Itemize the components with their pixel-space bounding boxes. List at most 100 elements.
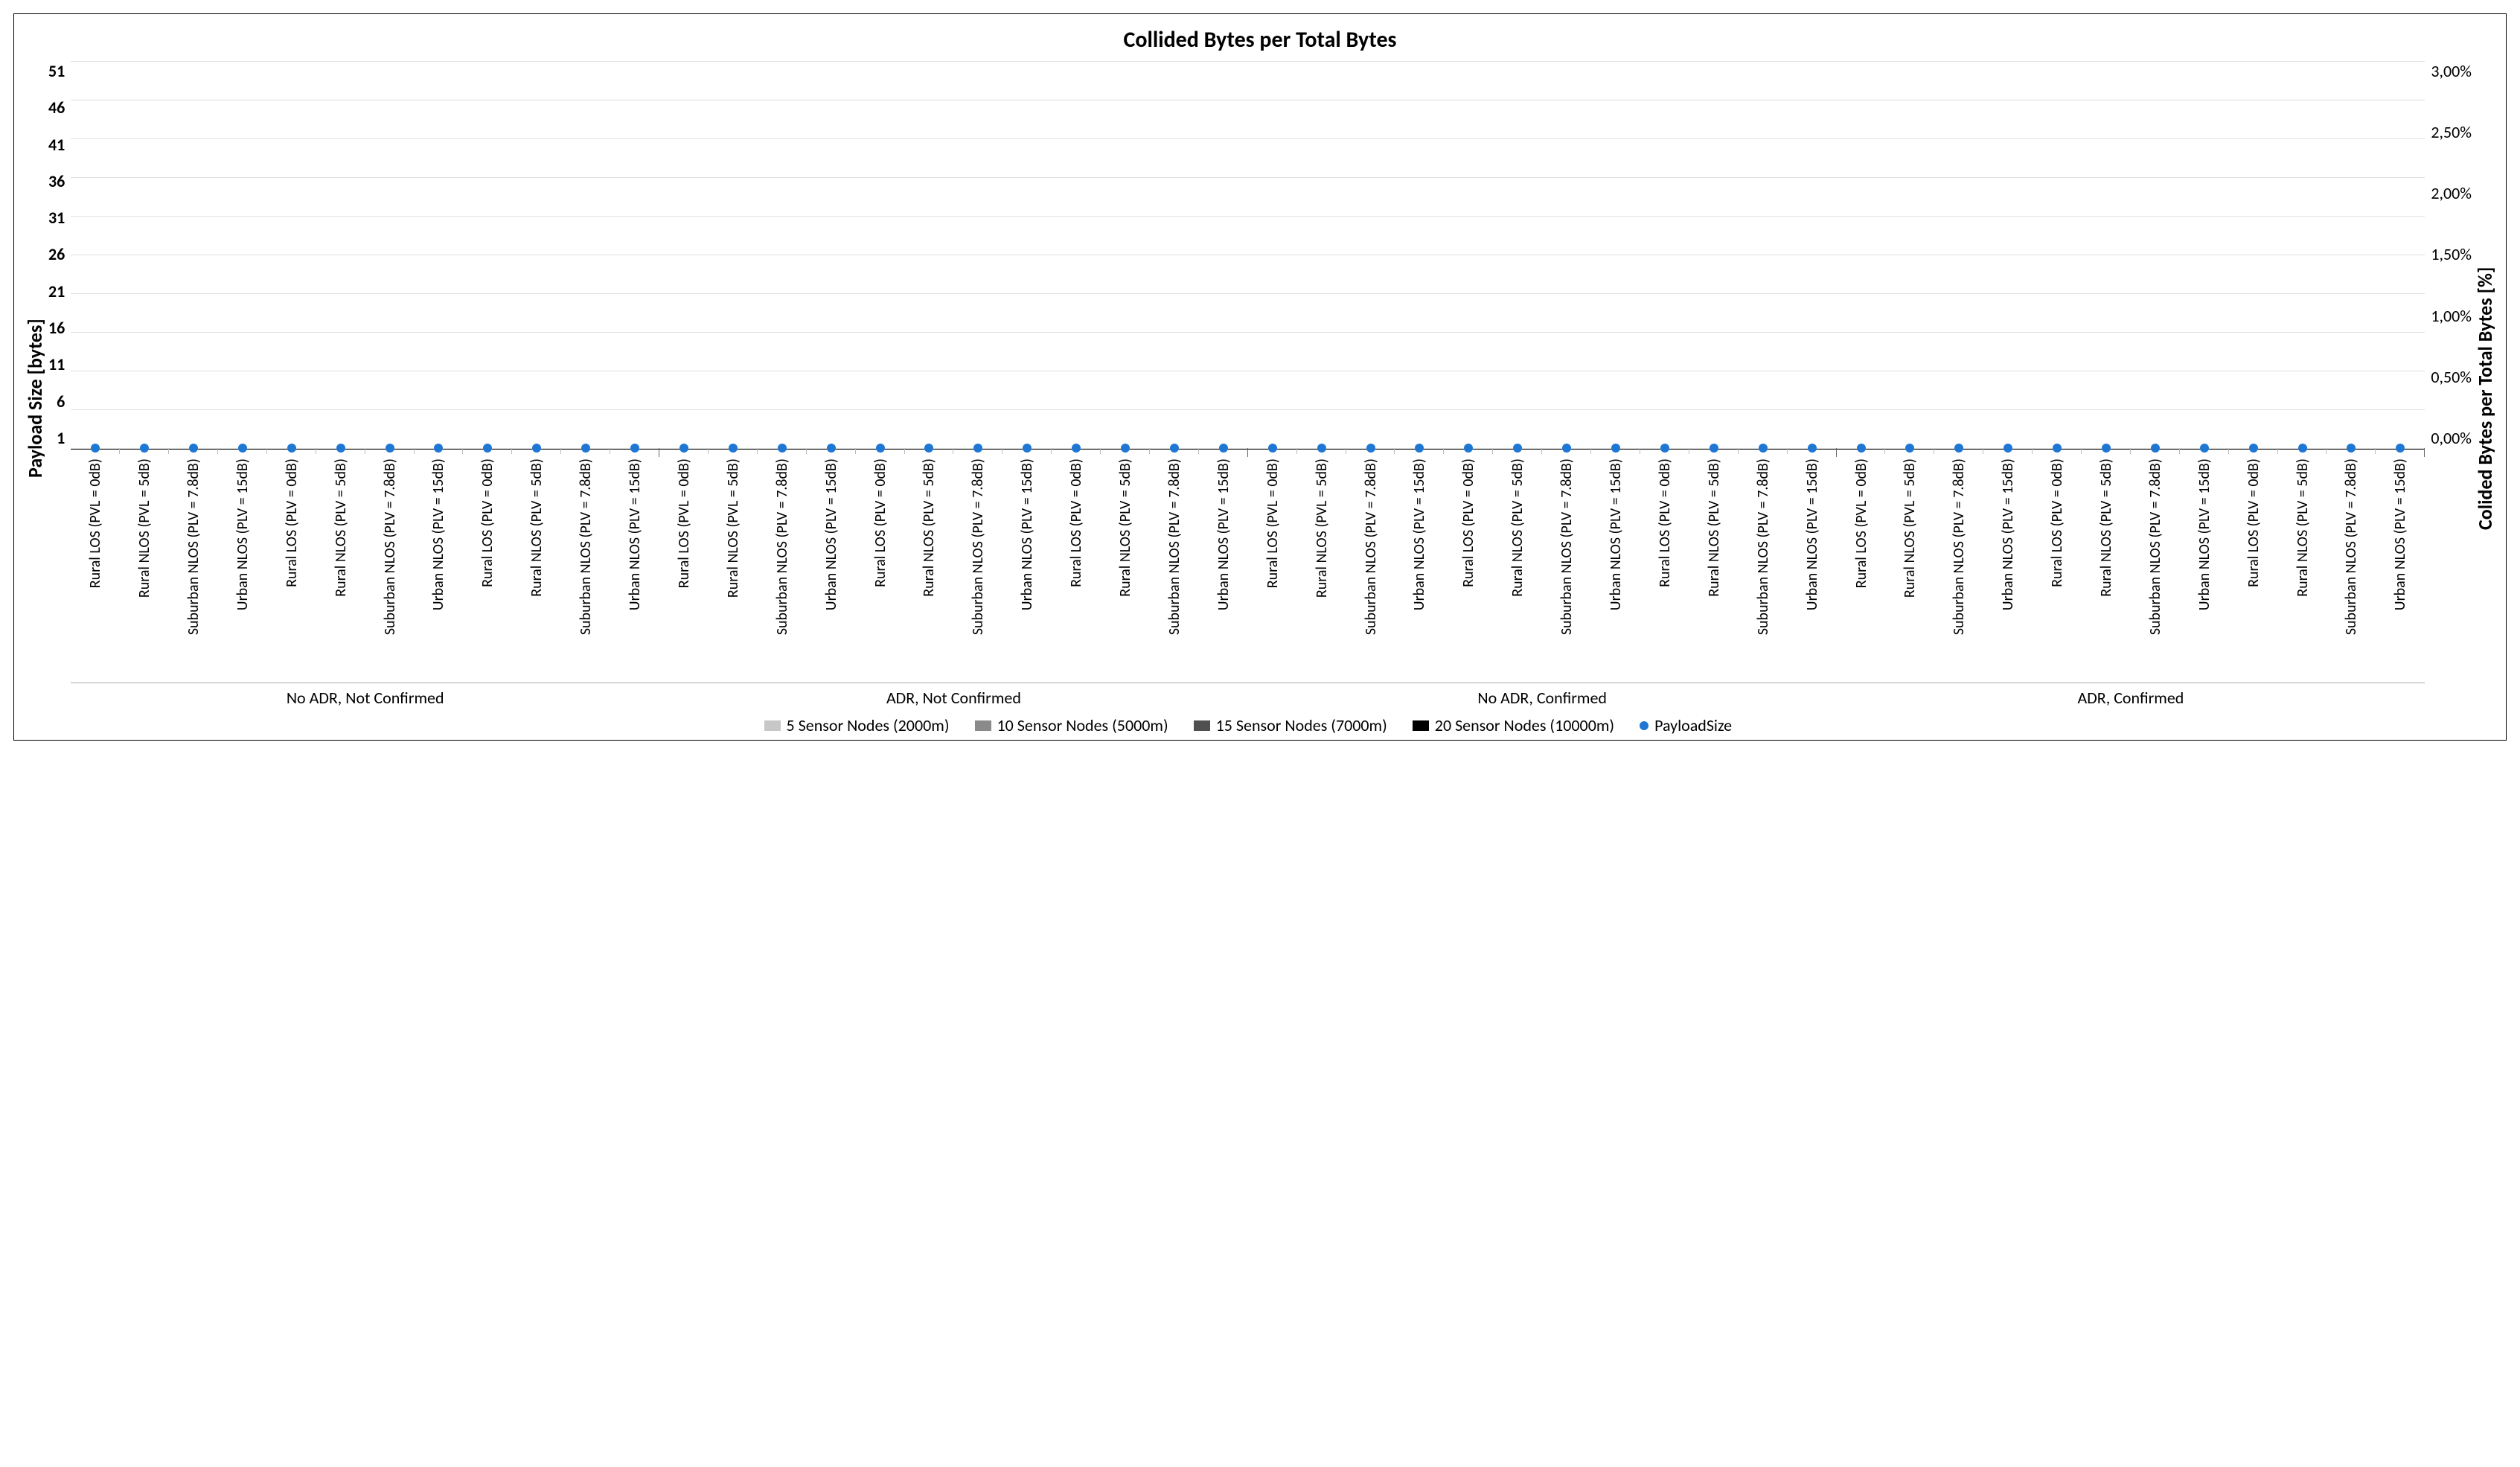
- payload-dot: [386, 444, 394, 453]
- x-category-label: Suburban NLOS (PLV = 7.8dB): [1150, 458, 1199, 678]
- x-category-label: Rural NLOS (PLV = 5dB): [2082, 458, 2131, 678]
- plot-area: [71, 61, 2425, 450]
- x-category-label: Rural NLOS (PLV = 5dB): [1101, 458, 1150, 678]
- legend: 5 Sensor Nodes (2000m) 10 Sensor Nodes (5…: [71, 715, 2425, 735]
- x-group-labels: No ADR, Not ConfirmedADR, Not ConfirmedN…: [71, 683, 2425, 708]
- x-category-label: Rural LOS (PVL = 0dB): [659, 458, 709, 678]
- x-category-label: Urban NLOS (PLV = 15dB): [610, 458, 659, 678]
- x-category-label: Rural NLOS (PLV = 5dB): [512, 458, 561, 678]
- payload-dot: [1808, 444, 1817, 453]
- payload-dot: [778, 444, 787, 453]
- x-category-label: Suburban NLOS (PLV = 7.8dB): [2326, 458, 2376, 678]
- x-category-label: Rural LOS (PVL = 0dB): [1837, 458, 1886, 678]
- x-category-label: Rural NLOS (PVL = 5dB): [120, 458, 169, 678]
- payload-dot: [2396, 444, 2405, 453]
- plot-column: Rural LOS (PVL = 0dB)Rural NLOS (PVL = 5…: [71, 61, 2425, 735]
- payload-dot: [973, 444, 982, 453]
- x-group-label: No ADR, Not Confirmed: [71, 683, 659, 708]
- x-category-label: Rural NLOS (PLV = 5dB): [1689, 458, 1739, 678]
- x-category-label: Suburban NLOS (PLV = 7.8dB): [1739, 458, 1788, 678]
- x-category-label: Urban NLOS (PLV = 15dB): [1788, 458, 1837, 678]
- x-category-label: Suburban NLOS (PLV = 7.8dB): [1346, 458, 1395, 678]
- payload-dot: [1660, 444, 1669, 453]
- y-left-tick: 46: [48, 98, 65, 118]
- payload-dot: [729, 444, 738, 453]
- x-category-group: Rural LOS (PVL = 0dB)Rural NLOS (PVL = 5…: [1837, 458, 2425, 678]
- x-category-label: Rural LOS (PLV = 0dB): [463, 458, 512, 678]
- x-category-label: Suburban NLOS (PLV = 7.8dB): [365, 458, 415, 678]
- legend-label: 10 Sensor Nodes (5000m): [997, 715, 1168, 735]
- x-category-label: Suburban NLOS (PLV = 7.8dB): [953, 458, 1002, 678]
- categories-layer: [71, 61, 2425, 448]
- legend-label: 5 Sensor Nodes (2000m): [787, 715, 950, 735]
- x-category-group: Rural LOS (PVL = 0dB)Rural NLOS (PVL = 5…: [659, 458, 1248, 678]
- x-category-label: Rural NLOS (PLV = 5dB): [905, 458, 954, 678]
- payload-dot: [1023, 444, 1032, 453]
- x-category-label: Rural LOS (PLV = 0dB): [267, 458, 316, 678]
- payload-dot: [2151, 444, 2160, 453]
- y-right-ticks: 3,00%2,50%2,00%1,50%1,00%0,50%0,00%: [2425, 61, 2472, 448]
- legend-item: 10 Sensor Nodes (5000m): [975, 715, 1168, 735]
- payload-dot: [1905, 444, 1914, 453]
- x-category-label: Urban NLOS (PLV = 15dB): [1002, 458, 1052, 678]
- y-left-tick: 41: [48, 135, 65, 155]
- payload-dot: [1759, 444, 1768, 453]
- y-right-tick: 1,00%: [2431, 306, 2472, 326]
- x-category-label: Rural NLOS (PVL = 5dB): [709, 458, 758, 678]
- payload-dot: [1072, 444, 1081, 453]
- payload-dot: [336, 444, 345, 453]
- y-left-ticks: 51464136312621161161: [48, 61, 71, 448]
- payload-dot: [2249, 444, 2258, 453]
- legend-label: PayloadSize: [1654, 715, 1732, 735]
- y-left-title: Payload Size [bytes]: [22, 61, 48, 735]
- payload-dot: [2200, 444, 2209, 453]
- y-right-tick: 1,50%: [2431, 244, 2472, 264]
- legend-dot-icon: [1640, 721, 1648, 730]
- y-left-tick: 1: [57, 428, 65, 448]
- payload-dot: [1415, 444, 1424, 453]
- x-category-group: Rural LOS (PVL = 0dB)Rural NLOS (PVL = 5…: [1248, 458, 1837, 678]
- y-left-tick: 26: [48, 244, 65, 264]
- x-category-label: Rural NLOS (PVL = 5dB): [1297, 458, 1346, 678]
- gridline: [71, 448, 2425, 449]
- x-group-label: ADR, Confirmed: [1837, 683, 2425, 708]
- x-category-label: Urban NLOS (PLV = 15dB): [1395, 458, 1444, 678]
- payload-dot: [876, 444, 885, 453]
- y-left-tick: 36: [48, 171, 65, 191]
- payload-dot: [1170, 444, 1179, 453]
- y-right-tick: 0,50%: [2431, 367, 2472, 387]
- x-category-label: Urban NLOS (PLV = 15dB): [1983, 458, 2033, 678]
- payload-dot: [2003, 444, 2012, 453]
- legend-swatch: [975, 720, 991, 731]
- legend-label: 15 Sensor Nodes (7000m): [1216, 715, 1387, 735]
- x-category-label: Suburban NLOS (PLV = 7.8dB): [1542, 458, 1591, 678]
- y-left-tick: 51: [48, 61, 65, 81]
- legend-swatch: [1194, 720, 1210, 731]
- payload-dot: [1710, 444, 1718, 453]
- payload-dot: [287, 444, 296, 453]
- chart-container: Collided Bytes per Total Bytes Payload S…: [13, 13, 2507, 741]
- payload-dot: [1611, 444, 1620, 453]
- chart-frame: Payload Size [bytes] 5146413631262116116…: [22, 61, 2498, 735]
- x-category-label: Urban NLOS (PLV = 15dB): [218, 458, 267, 678]
- x-category-label: Urban NLOS (PLV = 15dB): [2376, 458, 2425, 678]
- payload-dot: [581, 444, 590, 453]
- x-category-label: Rural LOS (PLV = 0dB): [1052, 458, 1101, 678]
- x-category-label: Urban NLOS (PLV = 15dB): [415, 458, 464, 678]
- x-category-label: Rural LOS (PVL = 0dB): [1248, 458, 1297, 678]
- x-category-label: Urban NLOS (PLV = 15dB): [1199, 458, 1248, 678]
- y-right-tick: 2,00%: [2431, 183, 2472, 203]
- payload-dot: [140, 444, 149, 453]
- payload-dot: [91, 444, 100, 453]
- y-right-tick: 0,00%: [2431, 428, 2472, 448]
- payload-dot: [1513, 444, 1522, 453]
- x-category-label: Rural LOS (PLV = 0dB): [1444, 458, 1493, 678]
- legend-item: 15 Sensor Nodes (7000m): [1194, 715, 1387, 735]
- payload-dot: [1121, 444, 1130, 453]
- payload-dot: [238, 444, 247, 453]
- x-category-label: Suburban NLOS (PLV = 7.8dB): [758, 458, 807, 678]
- x-category-label: Urban NLOS (PLV = 15dB): [1591, 458, 1640, 678]
- legend-swatch: [764, 720, 781, 731]
- payload-dot: [827, 444, 836, 453]
- x-category-label: Suburban NLOS (PLV = 7.8dB): [169, 458, 218, 678]
